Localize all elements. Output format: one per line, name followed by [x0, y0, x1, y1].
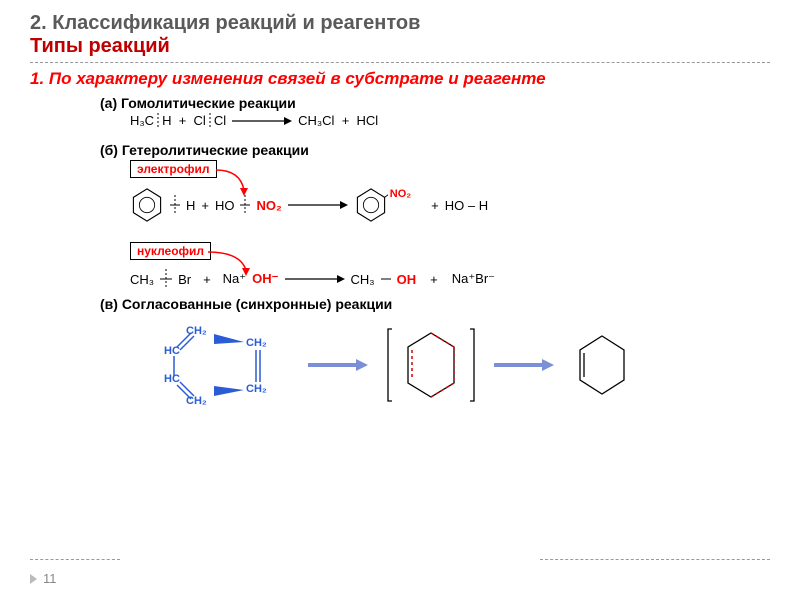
arrow-icon — [288, 200, 348, 210]
subsection-a-label: (а) Гомолитические реакции — [100, 95, 770, 111]
arrow-icon — [232, 116, 292, 126]
svg-text:CH₂: CH₂ — [246, 383, 267, 395]
slide-title: 2. Классификация реакций и реагентов — [30, 12, 770, 35]
tag-nucleophile: нуклеофил — [130, 242, 211, 260]
divider — [30, 62, 770, 63]
benzene-icon — [130, 186, 164, 224]
nucleophile-oh: OH⁻ — [252, 271, 278, 287]
arrow-icon — [285, 274, 345, 284]
arrow-blue-icon — [494, 358, 554, 372]
tag-electrophile: электрофил — [130, 160, 217, 178]
section-1-heading: 1. По характеру изменения связей в субст… — [30, 69, 770, 89]
transition-state-icon — [386, 323, 476, 407]
eq-a-rhs: CH₃Cl + HCl — [298, 113, 378, 128]
bond-break-icon — [240, 193, 250, 217]
subsection-c-label: (в) Согласованные (синхронные) реакции — [100, 296, 770, 312]
subsection-b-label: (б) Гетеролитические реакции — [100, 142, 770, 158]
cyclohexene-icon — [572, 330, 632, 400]
diene-dienophile-icon: CH₂ HC HC CH₂ CH₂ CH₂ — [160, 320, 290, 410]
equation-a: H₃CH + ClCl CH₃Cl + HCl — [130, 113, 770, 128]
svg-text:HC: HC — [164, 373, 180, 385]
tag-arrow-icon — [210, 168, 250, 196]
bond-break-icon — [160, 268, 172, 290]
page-number: 11 — [30, 571, 57, 586]
nitrobenzene-icon — [354, 186, 388, 224]
slide-content: 2. Классификация реакций и реагентов Тип… — [0, 0, 800, 422]
svg-text:CH₂: CH₂ — [246, 337, 267, 349]
slide-subtitle: Типы реакций — [30, 35, 770, 58]
diels-alder-scheme: CH₂ HC HC CH₂ CH₂ CH₂ — [160, 320, 770, 410]
tag-arrow-icon — [202, 250, 252, 276]
footer-dash-right — [540, 559, 770, 560]
eq-a-lhs: H₃CH + ClCl — [130, 113, 226, 128]
electrophile-no2: NO₂ — [256, 198, 281, 213]
page-marker-icon — [30, 574, 37, 584]
footer-dash-left — [30, 559, 120, 560]
arrow-blue-icon — [308, 358, 368, 372]
bond-break-icon — [170, 193, 180, 217]
